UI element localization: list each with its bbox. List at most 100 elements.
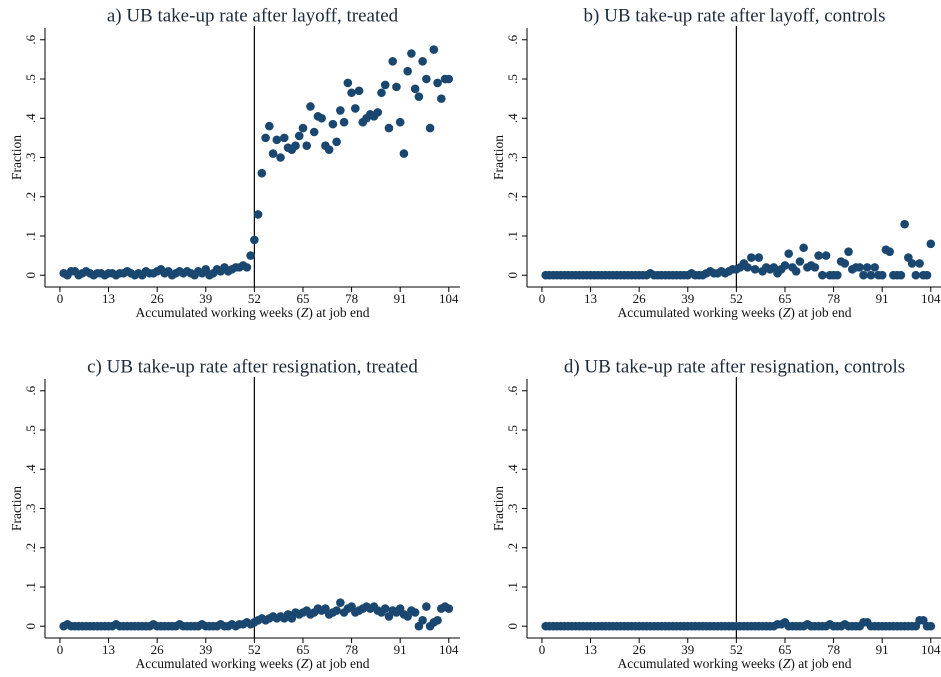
x-tick-label: 52 bbox=[248, 291, 261, 306]
x-axis-label-part: ) at job end bbox=[308, 656, 369, 671]
y-tick-label: .1 bbox=[505, 582, 520, 592]
point bbox=[844, 247, 853, 256]
x-tick-label: 0 bbox=[57, 642, 64, 657]
x-tick-label: 91 bbox=[876, 642, 889, 657]
point bbox=[422, 74, 431, 84]
point bbox=[818, 270, 827, 280]
point bbox=[294, 131, 304, 141]
y-tick-label: .2 bbox=[505, 192, 520, 202]
x-tick-label: 104 bbox=[439, 642, 459, 657]
point bbox=[743, 263, 752, 272]
point bbox=[791, 267, 801, 276]
point bbox=[332, 137, 341, 147]
point bbox=[907, 259, 917, 268]
x-axis-label-part: Accumulated working weeks ( bbox=[136, 305, 302, 320]
x-tick-label: 26 bbox=[633, 291, 647, 306]
y-tick-label: .1 bbox=[23, 582, 38, 592]
point bbox=[250, 235, 259, 245]
point bbox=[407, 49, 416, 58]
point bbox=[444, 74, 454, 84]
x-tick-label: 26 bbox=[151, 291, 165, 306]
point bbox=[433, 78, 442, 88]
x-axis-label-part: Accumulated working weeks ( bbox=[136, 656, 302, 671]
x-tick-label: 39 bbox=[199, 291, 212, 306]
point bbox=[926, 239, 936, 249]
y-tick-label: .3 bbox=[23, 153, 38, 163]
y-tick-label: .4 bbox=[505, 464, 520, 474]
x-axis-label-part: ) at job end bbox=[790, 656, 851, 671]
x-tick-label: 39 bbox=[199, 642, 212, 657]
point bbox=[309, 127, 319, 137]
y-tick-label: .1 bbox=[505, 231, 520, 241]
x-tick-label: 13 bbox=[584, 642, 597, 657]
x-axis-label-part: ) at job end bbox=[790, 305, 851, 320]
x-tick-label: 0 bbox=[57, 291, 64, 306]
point bbox=[418, 616, 427, 625]
point bbox=[870, 263, 880, 272]
y-tick-label: 0 bbox=[23, 623, 38, 630]
y-tick-label: .2 bbox=[23, 543, 38, 553]
y-tick-label: .5 bbox=[505, 74, 520, 84]
point bbox=[388, 57, 398, 66]
point bbox=[257, 168, 267, 178]
y-tick-label: .3 bbox=[505, 504, 520, 514]
point bbox=[754, 253, 764, 262]
point bbox=[306, 102, 315, 111]
point bbox=[339, 117, 349, 127]
point bbox=[422, 602, 431, 611]
point bbox=[429, 45, 439, 54]
point bbox=[336, 598, 345, 607]
point bbox=[418, 57, 427, 66]
y-axis-label: Fraction bbox=[9, 135, 24, 180]
point bbox=[410, 84, 420, 94]
x-tick-label: 78 bbox=[345, 291, 358, 306]
point bbox=[272, 135, 282, 145]
point bbox=[324, 145, 334, 154]
x-tick-label: 26 bbox=[633, 642, 647, 657]
point bbox=[354, 86, 364, 96]
chart-title: c) UB take-up rate after resignation, tr… bbox=[87, 356, 418, 377]
point bbox=[750, 265, 760, 274]
y-tick-label: .5 bbox=[23, 74, 38, 84]
x-tick-label: 91 bbox=[394, 642, 407, 657]
x-tick-label: 39 bbox=[681, 642, 694, 657]
point bbox=[246, 251, 255, 260]
point bbox=[380, 604, 390, 613]
y-tick-label: .5 bbox=[505, 425, 520, 435]
y-axis-label: Fraction bbox=[491, 486, 506, 531]
point bbox=[810, 263, 820, 272]
point bbox=[253, 210, 263, 219]
point bbox=[332, 606, 341, 615]
point bbox=[915, 259, 924, 268]
y-tick-label: .1 bbox=[23, 231, 38, 241]
chart-title: d) UB take-up rate after resignation, co… bbox=[564, 356, 905, 377]
point bbox=[317, 113, 326, 123]
y-tick-label: .6 bbox=[23, 34, 38, 44]
x-tick-label: 0 bbox=[539, 642, 546, 657]
x-tick-label: 65 bbox=[778, 291, 791, 306]
point bbox=[780, 261, 790, 270]
point bbox=[392, 82, 401, 92]
x-axis-label: Accumulated working weeks (Z) at job end bbox=[136, 656, 370, 671]
point bbox=[896, 270, 906, 280]
point bbox=[926, 621, 936, 631]
point bbox=[377, 88, 386, 98]
y-tick-label: .6 bbox=[505, 34, 520, 44]
point bbox=[795, 257, 805, 266]
chart-title: b) UB take-up rate after layoff, control… bbox=[584, 5, 886, 26]
point bbox=[885, 247, 894, 256]
point bbox=[298, 123, 308, 133]
point bbox=[395, 117, 405, 127]
point bbox=[410, 608, 420, 617]
x-axis-label-part: Accumulated working weeks ( bbox=[618, 656, 784, 671]
y-tick-label: .4 bbox=[23, 464, 38, 474]
point bbox=[265, 121, 274, 131]
x-tick-label: 52 bbox=[730, 642, 743, 657]
point bbox=[840, 259, 850, 268]
x-tick-label: 26 bbox=[151, 642, 165, 657]
point bbox=[328, 119, 338, 129]
y-tick-label: .3 bbox=[23, 504, 38, 514]
x-axis-label-part: Z bbox=[301, 305, 309, 320]
x-tick-label: 65 bbox=[296, 291, 309, 306]
